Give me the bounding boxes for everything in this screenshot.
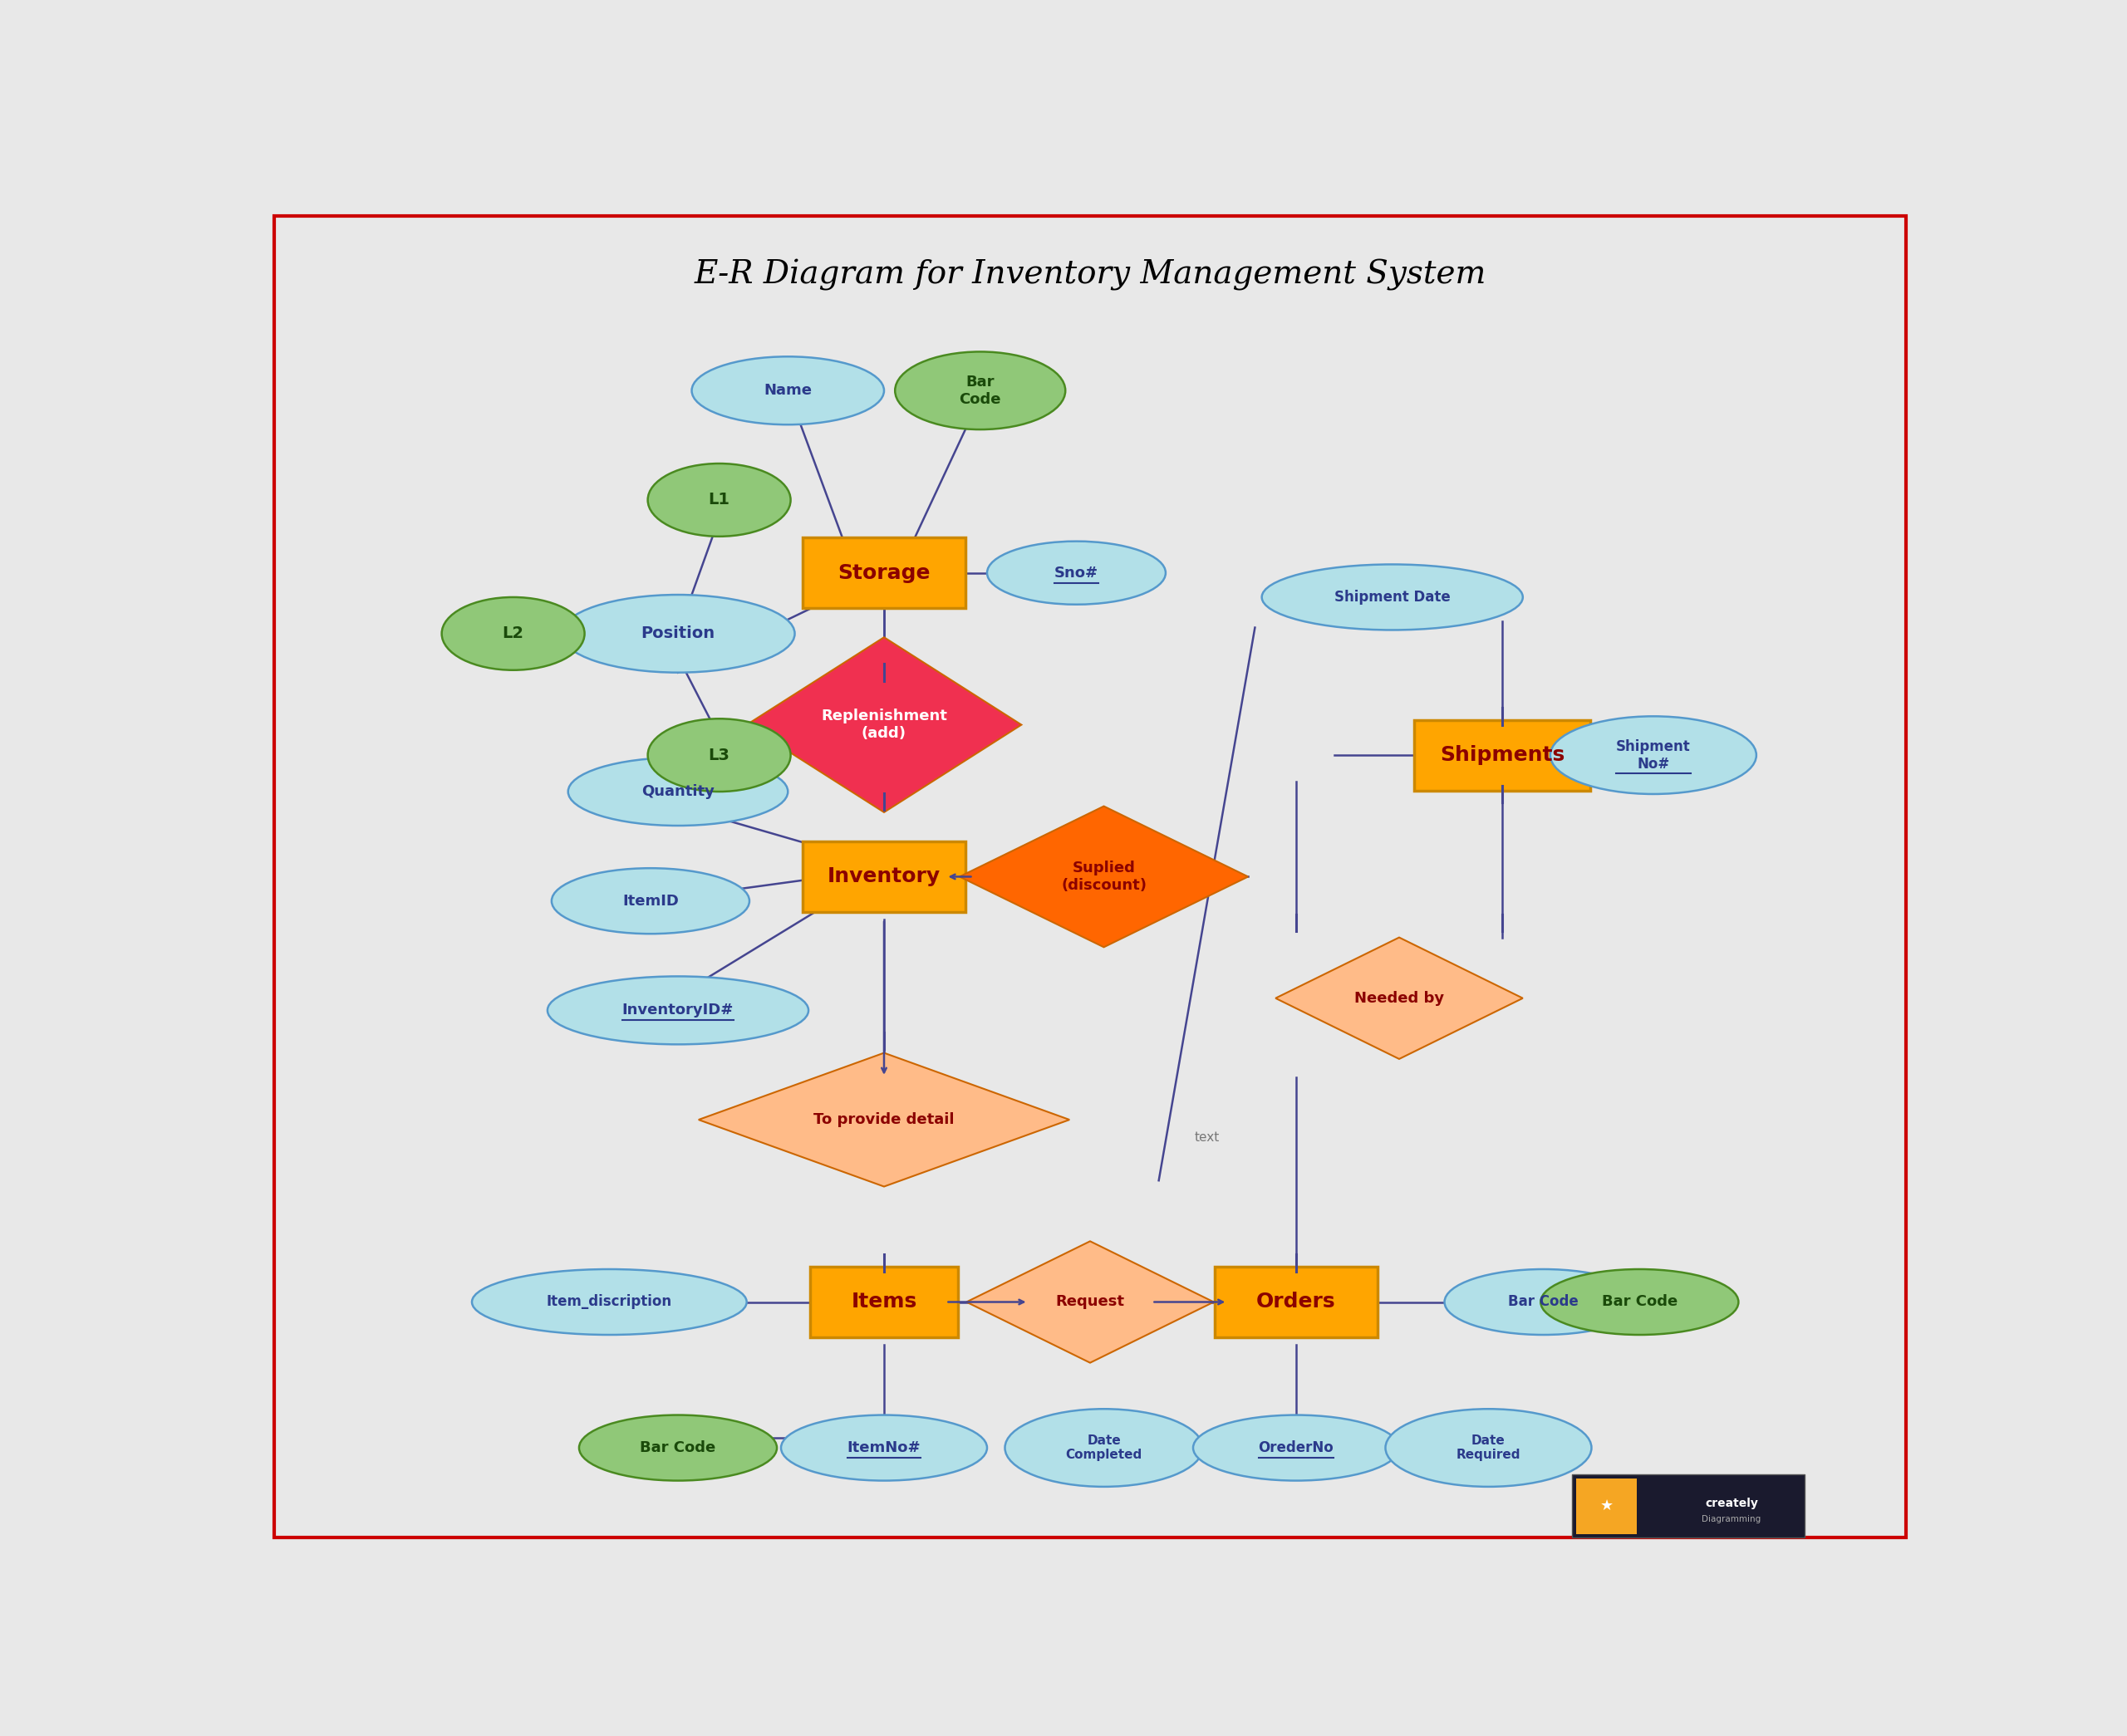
FancyBboxPatch shape (1215, 1267, 1376, 1337)
Text: Storage: Storage (838, 562, 929, 583)
Polygon shape (966, 1241, 1215, 1363)
Ellipse shape (1004, 1410, 1202, 1486)
Text: Quantity: Quantity (642, 785, 715, 799)
Text: Request: Request (1055, 1295, 1125, 1309)
Text: Item_discription: Item_discription (547, 1295, 672, 1309)
Ellipse shape (547, 976, 808, 1045)
FancyBboxPatch shape (1576, 1477, 1638, 1535)
Text: Name: Name (764, 384, 813, 398)
Text: Bar Code: Bar Code (1508, 1295, 1578, 1309)
Text: Position: Position (640, 625, 715, 642)
FancyBboxPatch shape (1414, 720, 1591, 790)
Ellipse shape (1193, 1415, 1400, 1481)
Text: Date
Required: Date Required (1457, 1434, 1521, 1462)
Text: Shipment
No#: Shipment No# (1617, 740, 1691, 771)
Text: Items: Items (851, 1292, 917, 1312)
Ellipse shape (1551, 717, 1757, 793)
Text: ★: ★ (1600, 1498, 1612, 1514)
Ellipse shape (1444, 1269, 1642, 1335)
FancyBboxPatch shape (804, 842, 966, 911)
Text: Shipments: Shipments (1440, 745, 1565, 766)
Polygon shape (747, 637, 1021, 812)
Text: Shipment Date: Shipment Date (1334, 590, 1451, 604)
Text: L1: L1 (708, 491, 730, 509)
Ellipse shape (1540, 1269, 1738, 1335)
Polygon shape (698, 1052, 1070, 1187)
Ellipse shape (649, 464, 791, 536)
Text: text: text (1193, 1132, 1219, 1144)
Ellipse shape (1385, 1410, 1591, 1486)
FancyBboxPatch shape (804, 538, 966, 608)
Text: Bar Code: Bar Code (640, 1441, 717, 1455)
Ellipse shape (442, 597, 585, 670)
Text: Diagramming: Diagramming (1702, 1516, 1761, 1524)
Polygon shape (1276, 937, 1523, 1059)
Text: Orders: Orders (1257, 1292, 1336, 1312)
Text: Needed by: Needed by (1355, 991, 1444, 1005)
Ellipse shape (781, 1415, 987, 1481)
Text: Bar Code: Bar Code (1602, 1295, 1678, 1309)
Text: Suplied
(discount): Suplied (discount) (1061, 861, 1146, 892)
Text: L2: L2 (502, 625, 523, 642)
Text: OrederNo: OrederNo (1259, 1441, 1334, 1455)
Ellipse shape (691, 356, 885, 425)
Text: L3: L3 (708, 746, 730, 764)
Text: Bar
Code: Bar Code (959, 375, 1002, 406)
Polygon shape (959, 806, 1249, 948)
Text: Date
Completed: Date Completed (1066, 1434, 1142, 1462)
Text: ItemNo#: ItemNo# (847, 1441, 921, 1455)
Ellipse shape (895, 352, 1066, 429)
Text: E-R Diagram for Inventory Management System: E-R Diagram for Inventory Management Sys… (693, 259, 1487, 292)
Ellipse shape (649, 719, 791, 792)
Text: Replenishment
(add): Replenishment (add) (821, 708, 947, 741)
Text: InventoryID#: InventoryID# (623, 1003, 734, 1017)
FancyBboxPatch shape (1572, 1474, 1804, 1538)
FancyBboxPatch shape (810, 1267, 957, 1337)
Text: Sno#: Sno# (1055, 566, 1098, 580)
Ellipse shape (1261, 564, 1523, 630)
Ellipse shape (551, 868, 749, 934)
Text: Inventory: Inventory (827, 866, 940, 887)
Text: To provide detail: To provide detail (815, 1113, 955, 1127)
Ellipse shape (579, 1415, 776, 1481)
Ellipse shape (987, 542, 1166, 604)
Text: ItemID: ItemID (623, 894, 679, 908)
Text: creately: creately (1706, 1498, 1759, 1510)
Ellipse shape (568, 757, 787, 826)
Ellipse shape (472, 1269, 747, 1335)
Ellipse shape (562, 595, 795, 672)
